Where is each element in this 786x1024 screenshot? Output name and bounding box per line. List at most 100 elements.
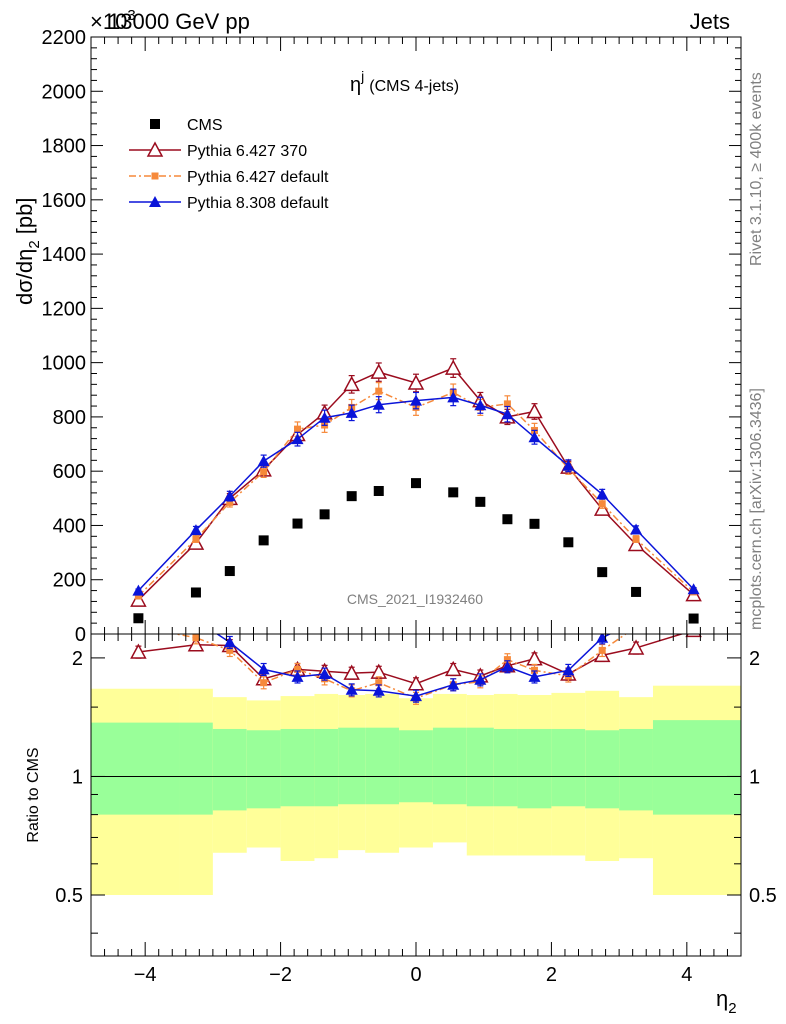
band-inner-bin [585, 730, 620, 809]
main-series [130, 358, 702, 624]
y-tick-label: 400 [53, 515, 86, 537]
y-tick-label: 2000 [42, 81, 87, 103]
point-pythia6_default [192, 634, 200, 642]
axes: 0200400600800100012001400160018002000220… [42, 27, 777, 986]
y-tick-label: 1600 [42, 190, 87, 212]
y-tick-label: 1000 [42, 353, 87, 375]
point-pythia6_default [294, 425, 302, 433]
point-pythia8 [318, 668, 331, 680]
point-cms [292, 518, 303, 529]
analysis-id: CMS_2021_I1932460 [347, 591, 483, 607]
xlabel: η2 [716, 986, 737, 1017]
point-pythia6_370 [627, 535, 645, 552]
point-cms [373, 485, 384, 496]
point-cms [319, 509, 330, 520]
point-pythia6_default [633, 623, 640, 630]
band-inner-bin [619, 728, 653, 811]
ratio-y-tick-label-right: 2 [749, 648, 760, 670]
series-cms [133, 478, 699, 624]
band-inner-bin [399, 730, 433, 803]
point-pythia8 [372, 684, 385, 696]
x-tick-label: 2 [546, 964, 557, 986]
band-inner-bin [517, 728, 552, 809]
point-pythia6_default [598, 500, 606, 508]
header-left: 13000 GeV pp [108, 9, 250, 34]
point-pythia6_370 [444, 359, 462, 375]
point-cms [346, 491, 357, 502]
point-pythia6_370 [407, 374, 425, 390]
point-pythia8 [474, 673, 487, 685]
point-pythia8 [345, 406, 358, 418]
point-pythia8 [190, 614, 202, 625]
point-pythia6_370 [526, 402, 543, 419]
point-pythia6_default [598, 646, 606, 654]
point-pythia6_default [260, 468, 268, 476]
point-pythia8 [562, 459, 575, 471]
band-inner-bin [365, 727, 400, 805]
band-inner-bin [179, 722, 213, 815]
ratio-bands [91, 685, 741, 895]
point-pythia6_370 [130, 643, 147, 659]
point-pythia6_default [375, 679, 383, 687]
ratio-y-tick-label: 2 [72, 648, 83, 670]
point-pythia8 [501, 660, 514, 672]
y-tick-label: 1800 [42, 136, 87, 158]
point-cms [502, 514, 513, 525]
point-pythia6_default [294, 665, 302, 673]
point-pythia6_370 [343, 664, 360, 680]
ratio-y-tick-label-right: 1 [749, 766, 760, 788]
point-cms [258, 535, 269, 546]
top-ylabel: dσ/dη2[pb] [12, 198, 43, 305]
point-pythia8 [687, 583, 700, 595]
ratio-series [130, 602, 702, 705]
y-tick-label: 0 [75, 624, 86, 646]
legend-marker-pythia6_370 [146, 141, 164, 157]
point-pythia6_default [375, 387, 383, 395]
y-tick-label: 600 [53, 461, 86, 483]
ratio-y-tick-label-right: 0.5 [749, 885, 777, 907]
point-pythia8 [318, 411, 331, 423]
band-inner-bin [314, 728, 339, 807]
point-pythia6_default [503, 400, 511, 408]
plot-title: ηj(CMS 4-jets) [350, 68, 459, 96]
point-pythia8 [447, 678, 460, 690]
point-pythia6_default [226, 646, 234, 654]
point-pythia8 [132, 584, 145, 596]
ratio-ylabel: Ratio to CMS [25, 747, 42, 842]
y-tick-label: 200 [53, 570, 86, 592]
point-pythia6_default [135, 623, 142, 630]
point-cms [529, 518, 540, 529]
series-pythia8 [132, 388, 700, 596]
point-pythia6_370 [130, 591, 147, 607]
y-tick-label: 1200 [42, 298, 87, 320]
band-inner-bin [551, 728, 586, 807]
point-pythia8 [474, 399, 487, 411]
legend: CMS Pythia 6.427 370 Pythia 6.427 default P… [129, 117, 329, 212]
point-pythia8 [223, 490, 236, 502]
point-cms [563, 537, 574, 548]
point-cms [688, 613, 699, 624]
point-pythia8 [345, 683, 358, 695]
series-line-pythia8 [137, 396, 695, 592]
point-pythia6_default [690, 602, 697, 609]
point-pythia6_370 [627, 639, 645, 655]
point-pythia8 [528, 431, 541, 443]
legend-label-pythia8: Pythia 8.308 default [187, 195, 329, 212]
point-pythia8 [291, 433, 304, 445]
band-inner-bin [91, 722, 180, 815]
x-tick-label: −4 [134, 964, 157, 986]
series-pythia6_default [134, 382, 698, 600]
band-inner-bin [466, 727, 494, 807]
band-inner-bin [212, 728, 247, 811]
point-pythia6_370 [407, 675, 425, 691]
legend-marker-pythia8 [149, 196, 161, 207]
point-pythia8 [447, 391, 460, 403]
point-pythia6_370 [444, 660, 462, 677]
point-pythia8 [223, 636, 236, 648]
rivet-label: Rivet 3.1.10, ≥ 400k events [748, 72, 765, 266]
point-cms [411, 478, 421, 489]
legend-marker-cms [150, 119, 160, 129]
point-pythia8 [562, 664, 575, 676]
point-pythia8 [410, 394, 422, 406]
